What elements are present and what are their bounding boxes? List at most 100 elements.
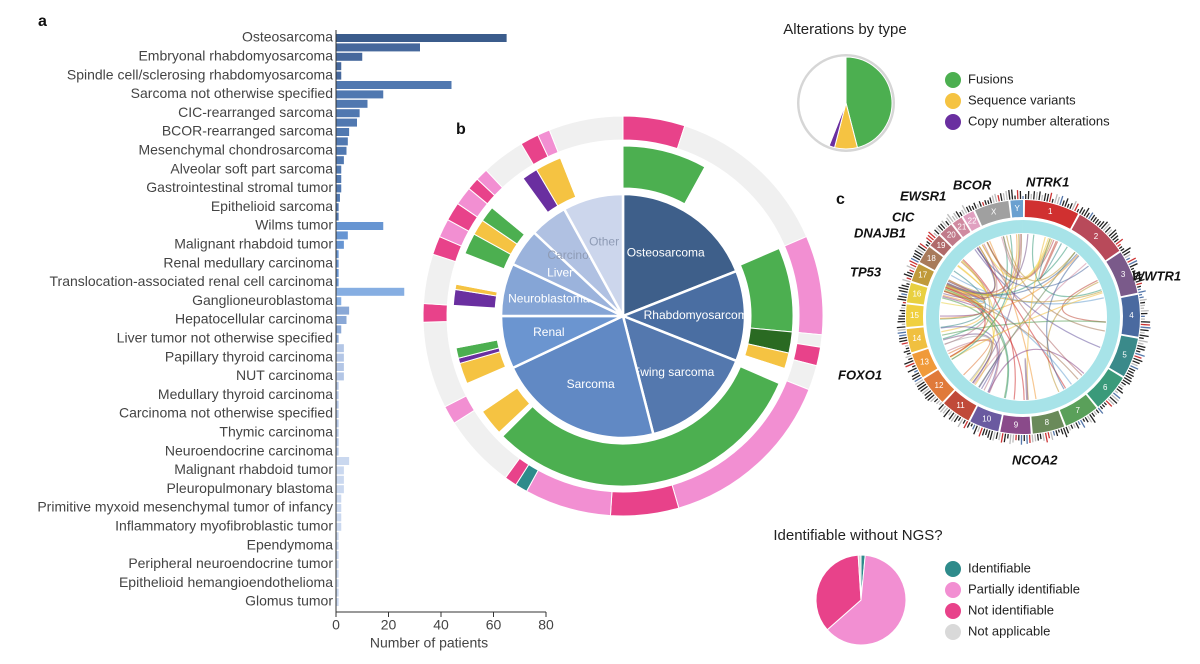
band-tick [909,263,917,268]
legend-swatch [945,93,961,109]
bar [336,278,339,287]
band-tick [1132,271,1141,276]
band-tick [897,298,907,301]
ring-segment [622,115,686,150]
band-tick [1078,207,1084,214]
band-tick [1085,212,1090,218]
legend-swatch [945,114,961,130]
y-tick-label: Alveolar soft part sarcoma [170,160,333,176]
band-tick [1002,193,1006,201]
bar [336,81,452,89]
band-tick [950,413,957,422]
band-tick [1106,229,1113,235]
band-tick [1124,253,1131,259]
chord [943,333,993,384]
y-tick-label: Papillary thyroid carcinoma [165,348,333,364]
band-tick [934,229,940,235]
band-tick [1116,388,1124,394]
chromosome-label: 3 [1121,270,1126,279]
band-tick [1054,194,1058,204]
band-tick [914,376,922,383]
band-tick [1100,221,1109,230]
band-tick [1138,290,1146,294]
band-tick [1038,191,1041,201]
band-tick [1129,263,1138,268]
bar [336,184,342,193]
band-tick [1031,434,1034,443]
chromosome [1071,214,1120,261]
ring-segment [609,484,680,517]
band-tick [1114,390,1119,394]
chord [988,348,1085,393]
band-tick [937,225,944,231]
chord [978,352,1003,390]
band-tick [897,331,907,334]
chord [989,240,1037,400]
band-tick [935,226,942,233]
bar [336,598,339,606]
band-tick [927,234,934,241]
panel-label: a [38,13,47,30]
chromosome [1059,394,1097,426]
band-tick [901,284,910,288]
band-tick [1125,374,1132,380]
band-tick [897,328,906,332]
bar [336,334,339,343]
band-tick [1061,200,1065,206]
band-tick [1130,365,1139,370]
band-tick [898,286,909,291]
slice-label: Ewing sarcoma [632,365,714,379]
bar [336,156,344,165]
gene-label: TP53 [850,264,882,279]
band-tick [926,240,931,245]
band-tick [904,344,909,347]
y-tick-label: Embryonal rhabdomyosarcoma [138,48,333,64]
band-tick [1117,243,1122,248]
band-tick [1139,334,1149,338]
chromosome-label: 14 [912,334,921,343]
band-tick [1035,191,1038,200]
chromosome [1031,410,1065,434]
band-tick [1102,223,1110,232]
band-tick [907,367,917,373]
band-tick [1137,342,1144,345]
chord [1061,279,1106,323]
bar [336,353,344,362]
band-tick [946,213,954,223]
band-tick [933,398,939,403]
band-tick [1051,198,1054,203]
bar [336,551,339,559]
band-tick [1134,355,1142,359]
chord [951,234,1013,360]
pie-slice [621,313,739,436]
band-tick [899,339,908,343]
chromosome [940,224,962,247]
chromosome [1109,335,1138,377]
band-tick [1137,344,1146,349]
band-tick [1123,250,1131,256]
band-tick [953,415,959,423]
band-tick [1133,273,1142,278]
band-tick [1086,415,1093,423]
chromosome-label: Y [1014,204,1020,213]
y-tick-label: Osteosarcoma [242,29,333,45]
band-tick [966,422,971,428]
band-tick [899,334,907,337]
bar [336,344,344,353]
bar [336,62,342,71]
bar [336,146,347,155]
band-tick [924,390,932,397]
band-tick [1121,247,1131,254]
band-tick [936,400,941,405]
band-tick [1109,396,1118,404]
band-tick [916,247,925,254]
band-tick [1044,432,1049,443]
bar [336,588,339,597]
band-tick [1133,357,1143,363]
band-tick [1094,218,1100,225]
band-tick [1065,426,1070,434]
band-tick [981,201,985,206]
y-tick-label: Neuroendocrine carcinoma [165,442,333,458]
band-tick [1033,191,1036,200]
band-tick [1125,257,1131,261]
